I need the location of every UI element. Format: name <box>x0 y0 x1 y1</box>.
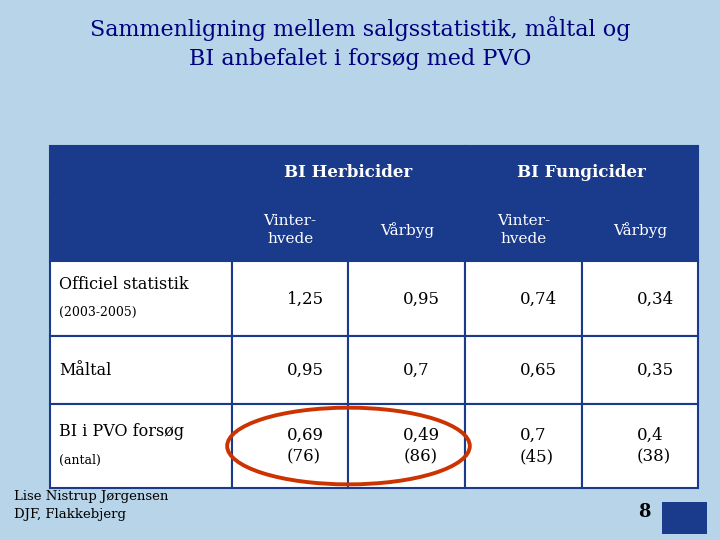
Text: 0,4
(38): 0,4 (38) <box>636 427 671 465</box>
Text: Vårbyg: Vårbyg <box>613 222 667 238</box>
Text: Vinter-
hvede: Vinter- hvede <box>497 214 550 246</box>
Bar <box>232 404 348 488</box>
Text: (antal): (antal) <box>59 454 101 467</box>
Text: 0,35: 0,35 <box>636 362 674 379</box>
Text: Sammenligning mellem salgsstatistik, måltal og
BI anbefalet i forsøg med PVO: Sammenligning mellem salgsstatistik, mål… <box>90 16 630 70</box>
Bar <box>662 502 707 534</box>
Text: 0,69
(76): 0,69 (76) <box>287 427 323 465</box>
Text: 0,95: 0,95 <box>287 362 323 379</box>
Text: 1,25: 1,25 <box>287 291 324 307</box>
Text: 0,65: 0,65 <box>520 362 557 379</box>
Bar <box>582 404 698 488</box>
Bar <box>50 261 232 336</box>
Text: Officiel statistik: Officiel statistik <box>59 276 189 293</box>
Bar <box>50 199 232 261</box>
Bar <box>465 199 582 261</box>
Bar <box>582 261 698 336</box>
Bar <box>232 146 465 199</box>
Bar <box>50 146 232 199</box>
Text: BI i PVO forsøg: BI i PVO forsøg <box>59 423 184 441</box>
Text: BI Herbicider: BI Herbicider <box>284 164 413 181</box>
Bar <box>50 404 232 488</box>
Bar <box>465 404 582 488</box>
Bar <box>465 336 582 404</box>
Bar <box>232 261 348 336</box>
Bar <box>232 336 348 404</box>
Text: (2003-2005): (2003-2005) <box>59 306 137 320</box>
Text: BI Fungicider: BI Fungicider <box>518 164 646 181</box>
Bar <box>348 336 465 404</box>
Text: Måltal: Måltal <box>59 362 112 379</box>
Text: 0,95: 0,95 <box>403 291 440 307</box>
Bar <box>232 199 348 261</box>
Bar <box>582 336 698 404</box>
Bar <box>348 404 465 488</box>
Bar <box>582 199 698 261</box>
Text: 8: 8 <box>638 503 651 521</box>
Text: 0,49
(86): 0,49 (86) <box>403 427 441 465</box>
Text: Lise Nistrup Jørgensen
DJF, Flakkebjerg: Lise Nistrup Jørgensen DJF, Flakkebjerg <box>14 490 168 521</box>
Bar <box>465 146 698 199</box>
Bar <box>348 261 465 336</box>
Bar <box>348 199 465 261</box>
Text: 0,7
(45): 0,7 (45) <box>520 427 554 465</box>
Text: Vinter-
hvede: Vinter- hvede <box>264 214 317 246</box>
Bar <box>50 336 232 404</box>
Text: 0,74: 0,74 <box>520 291 557 307</box>
Text: 0,34: 0,34 <box>636 291 674 307</box>
Text: Vårbyg: Vårbyg <box>379 222 434 238</box>
Bar <box>465 261 582 336</box>
Text: 0,7: 0,7 <box>403 362 430 379</box>
